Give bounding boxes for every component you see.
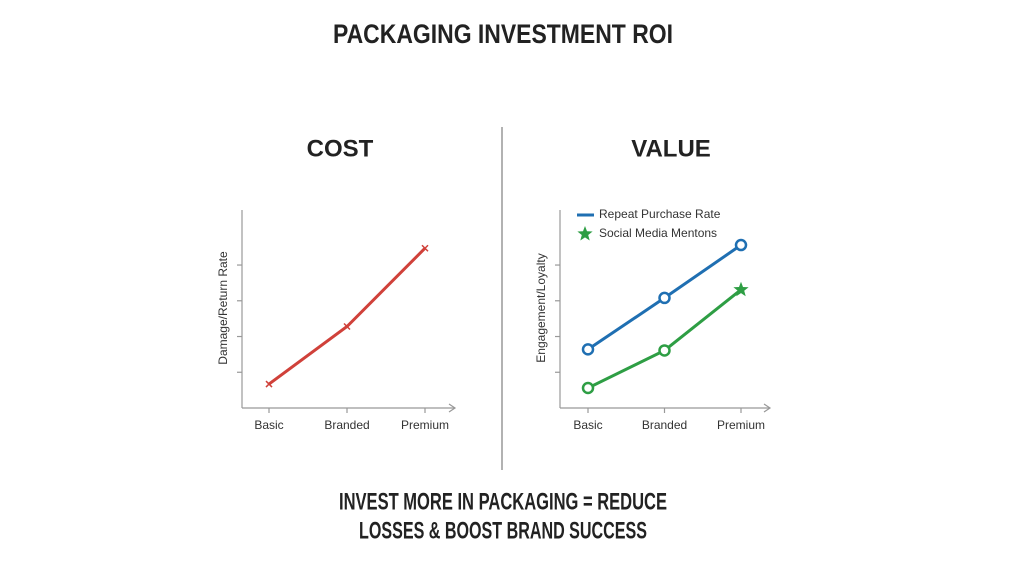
point-x bbox=[421, 244, 429, 252]
page-title: PACKAGING INVESTMENT ROI bbox=[333, 19, 673, 49]
point-x bbox=[265, 380, 273, 388]
series-line bbox=[268, 247, 427, 386]
footer-line: INVEST MORE IN PACKAGING = REDUCE bbox=[339, 488, 667, 515]
point-x bbox=[343, 322, 351, 331]
x-axis-arrow bbox=[763, 403, 772, 413]
chart-title: VALUE bbox=[631, 135, 711, 162]
y-axis-label: Engagement/Loyalty bbox=[534, 253, 548, 362]
point bbox=[581, 343, 595, 356]
point bbox=[734, 238, 748, 252]
point-star bbox=[733, 281, 749, 297]
y-axis-label: Damage/Return Rate bbox=[216, 251, 230, 365]
x-tick-label: Basic bbox=[573, 418, 602, 432]
x-tick-label: Basic bbox=[254, 418, 283, 432]
legend-symbol bbox=[577, 226, 593, 241]
chart-title: COST bbox=[307, 135, 374, 162]
x-tick-label: Branded bbox=[642, 418, 687, 432]
point bbox=[658, 291, 671, 305]
legend-label: Social Media Mentons bbox=[599, 226, 717, 240]
x-tick-label: Premium bbox=[717, 418, 765, 432]
x-tick-label: Premium bbox=[401, 418, 449, 432]
x-axis-arrow bbox=[448, 403, 457, 413]
point bbox=[658, 344, 671, 357]
footer-line: LOSSES & BOOST BRAND SUCCESS bbox=[359, 517, 647, 544]
x-tick-label: Branded bbox=[324, 418, 369, 432]
point bbox=[581, 381, 595, 395]
legend-label: Repeat Purchase Rate bbox=[599, 207, 721, 221]
series-line bbox=[587, 288, 742, 390]
